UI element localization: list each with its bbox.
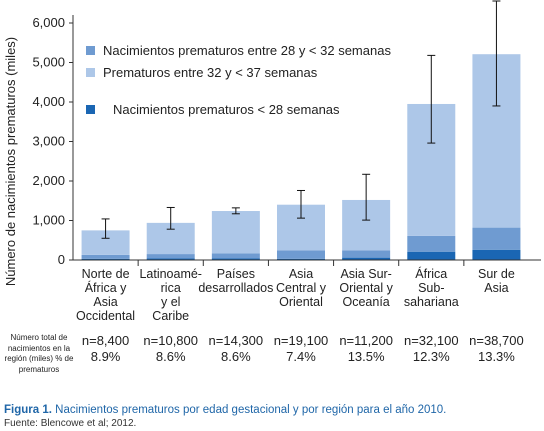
x-category-label-line: Asia [289,267,313,281]
figure-caption: Figura 1. Nacimientos prematuros por eda… [4,404,446,416]
summary-cell: n=11,200 13.5% [326,333,406,365]
x-category-label-line: Sur de [478,267,515,281]
x-category-label: Latinoamé-rica y el Caribe [139,267,202,323]
summary-percent: 13.3% [477,349,515,364]
bars [81,54,521,260]
x-category-label-line: Asia [93,295,117,309]
x-category-label-line: Asia [484,281,508,295]
bar-segment [342,257,391,260]
summary-cell: n=14,300 8.6% [196,333,276,365]
summary-total: n=11,200 [339,333,393,348]
summary-total: n=10,800 [143,333,198,348]
bar-segment [146,258,195,260]
bar-segment [472,227,521,250]
error-bars [101,0,501,239]
x-category-label: África Sub-sahariana [404,266,459,309]
summary-percent: 12.3% [412,349,450,364]
x-category-label-line: y el [161,295,180,309]
x-category-label-line: Central y [276,281,327,295]
x-category-label-line: Asia Sur- [340,267,391,281]
legend: Nacimientos prematuros entre 28 y < 32 s… [86,43,391,117]
summary-cell: n=38,700 13.3% [456,333,536,365]
bar-segment [277,258,325,260]
x-category-label-line: Latinoamé- [139,267,202,281]
x-category-label: Sur de Asia [478,267,515,295]
summary-cell: n=8,400 8.9% [66,333,146,365]
figure-source: Fuente: Blencowe et al; 2012. [4,418,137,429]
x-category-label-line: desarrollados [198,281,273,295]
x-category-label: Asia Sur-Oriental y Oceanía [339,267,393,309]
bar-segment [211,253,260,259]
summary-cell: n=19,100 7.4% [261,333,341,365]
x-category-label-line: Occidental [76,309,135,323]
bar-segment [407,251,456,260]
x-category-label-line: África [415,266,447,281]
bar-segment [342,250,391,258]
y-tick-label: 6,000 [32,15,65,30]
y-tick-label: 4,000 [32,94,65,109]
y-axis-label: Número de nacimientos prematuros (miles) [3,37,18,286]
bar-segment [407,235,456,252]
legend-entry-label: Nacimientos prematuros entre 28 y < 32 s… [103,43,391,58]
bar-segment [211,258,260,260]
summary-cell: n=32,100 12.3% [391,333,471,365]
figure-number: Figura 1. [4,404,52,416]
x-category-label-line: Norte de [82,267,130,281]
summary-percent: 13.5% [347,349,385,364]
x-category-label-line: sahariana [404,295,459,309]
bar-segment [277,250,325,259]
summary-total: n=19,100 [273,333,329,348]
x-category-label-line: Oriental [279,295,323,309]
summary-total: n=8,400 [81,333,130,348]
legend-swatch [86,68,95,77]
bar-segment [146,254,195,259]
summary-percent: 8.9% [90,349,121,364]
preterm-births-chart: 0 1,000 2,000 3,000 4,000 5,000 6,000 Número d… [3,0,541,323]
x-category-label-line: Oceanía [343,295,390,309]
y-tick-label: 2,000 [32,173,65,188]
summary-total: n=14,300 [208,333,264,348]
bar-segment [81,254,130,259]
x-category-label: Asia Central y Oriental [276,267,327,309]
legend-swatch [86,105,95,114]
x-category-label-line: Países [217,267,255,281]
x-category-label-line: Oriental y [339,281,393,295]
y-tick-label: 5,000 [32,55,65,70]
x-axis: Norte de África y Asia OccidentalLatinoamé-… [73,259,541,323]
summary-cell: n=10,800 8.6% [131,333,211,365]
summary-total: n=32,100 [403,333,459,348]
summary-total: n=38,700 [469,333,524,348]
x-category-label: Países desarrollados [198,267,273,295]
figure-caption-text: Nacimientos prematuros por edad gestacio… [55,404,447,416]
y-tick-label: 0 [58,252,65,267]
bar-segment [81,258,130,260]
summary-percent: 8.6% [155,349,186,364]
summary-percent: 8.6% [221,349,251,364]
summary-percent: 7.4% [286,349,316,364]
x-category-label-line: África y [85,280,127,295]
legend-entry-label: Prematuros entre 32 y < 37 semanas [103,65,318,80]
x-category-label-line: Sub- [418,281,444,295]
bar-segment [211,211,260,254]
x-category-label-line: rica [161,281,181,295]
summary-row-label: Número total de nacimientos en la región… [4,333,74,374]
y-axis: 0 1,000 2,000 3,000 4,000 5,000 6,000 [32,15,74,267]
x-category-label: Norte de África y Asia Occidental [76,267,135,323]
legend-entry-label: Nacimientos prematuros < 28 semanas [113,102,340,117]
x-category-label-line: Caribe [152,309,189,323]
y-tick-label: 3,000 [32,134,65,149]
bar-segment [472,249,521,260]
legend-swatch [86,46,95,55]
y-tick-label: 1,000 [32,213,65,228]
